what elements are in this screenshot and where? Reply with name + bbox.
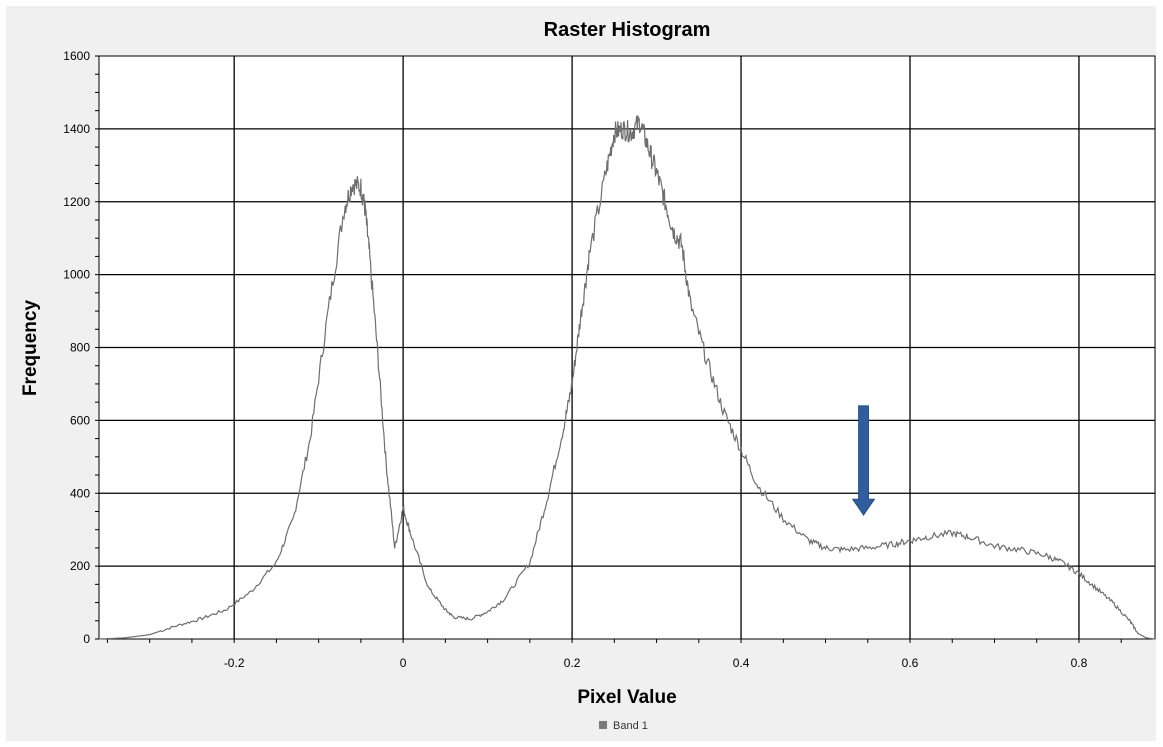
y-tick-label: 600 <box>70 413 90 427</box>
x-tick-label: 0 <box>400 656 407 670</box>
y-tick-label: 1600 <box>63 49 90 63</box>
y-tick-label: 1200 <box>63 195 90 209</box>
annotation-layer <box>851 405 876 516</box>
histogram-chart: -0.2 0 0.2 0.4 0.6 0.8 0 200 400 600 800 1000 1200 1… <box>20 19 1156 732</box>
x-tick-labels: -0.2 0 0.2 0.4 0.6 0.8 <box>224 656 1088 670</box>
y-tick-label: 1000 <box>63 268 90 282</box>
grid-lines <box>99 56 1155 639</box>
x-axis-label: Pixel Value <box>577 687 676 708</box>
chart-frame: -0.2 0 0.2 0.4 0.6 0.8 0 200 400 600 800 1000 1200 1… <box>6 6 1156 741</box>
y-axis-label: Frequency <box>20 300 41 397</box>
x-tick-label: 0.4 <box>733 656 750 670</box>
x-tick-label: 0.8 <box>1071 656 1088 670</box>
legend: Band 1 <box>599 720 648 732</box>
y-tick-label: 400 <box>70 486 90 500</box>
chart-title: Raster Histogram <box>544 19 711 41</box>
down-arrow-annotation <box>851 405 876 516</box>
x-tick-label: 0.2 <box>564 656 581 670</box>
x-tick-label: 0.6 <box>902 656 919 670</box>
y-tick-label: 200 <box>70 559 90 573</box>
legend-swatch <box>599 721 607 729</box>
y-tick-label: 1400 <box>63 122 90 136</box>
legend-label-band-1: Band 1 <box>613 720 648 732</box>
y-tick-label: 800 <box>70 341 90 355</box>
series-line-band-1 <box>98 115 1156 640</box>
minor-ticks <box>95 55 1122 643</box>
series-layer <box>98 115 1156 640</box>
x-tick-label: -0.2 <box>224 656 245 670</box>
y-tick-labels: 0 200 400 600 800 1000 1200 1400 1600 <box>63 49 90 646</box>
y-tick-label: 0 <box>83 632 90 646</box>
